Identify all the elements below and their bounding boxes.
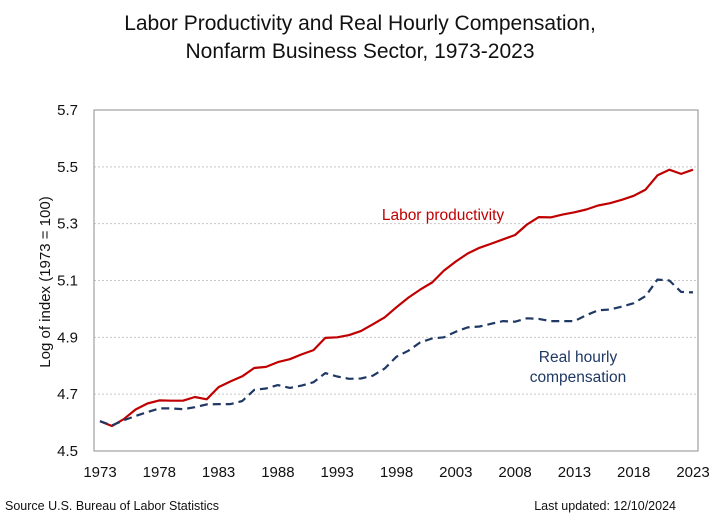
series-line-labor-productivity	[99, 168, 694, 428]
x-tick-label: 2013	[558, 464, 591, 481]
chart-subtitle: Nonfarm Business Sector, 1973-2023	[185, 40, 535, 63]
x-tick-label: 1983	[202, 464, 235, 481]
x-tick-label: 1998	[380, 464, 413, 481]
x-tick-label: 2008	[498, 464, 531, 481]
x-tick-label: 1973	[83, 464, 116, 481]
x-tick-label: 1978	[143, 464, 176, 481]
series-line-real-hourly-compensation	[99, 278, 694, 427]
x-tick-label: 2018	[617, 464, 650, 481]
y-tick-label: 4.9	[57, 329, 78, 346]
y-tick-label: 5.7	[57, 102, 78, 119]
plot-area-frame	[93, 109, 699, 452]
series-group	[99, 168, 694, 428]
x-tick-label: 2023	[676, 464, 709, 481]
annotation-labor-productivity: Labor productivity	[382, 207, 505, 224]
last-updated: Last updated: 12/10/2024	[534, 499, 676, 513]
x-axis-ticks: 1973 1978 1983 1988 1993 1998 2003 2008 2013 2018…	[83, 464, 709, 481]
y-axis-ticks: 4.5 4.7 4.9 5.1 5.3 5.5 5.7	[57, 102, 78, 460]
annotation-real-hourly: Real hourly	[539, 349, 618, 366]
y-tick-label: 5.5	[57, 159, 78, 176]
gridlines	[94, 166, 698, 395]
y-tick-label: 4.7	[57, 386, 78, 403]
x-tick-label: 1988	[261, 464, 294, 481]
y-axis-label: Log of index (1973 = 100)	[37, 196, 54, 367]
y-tick-label: 5.3	[57, 216, 78, 233]
source-note: Source U.S. Bureau of Labor Statistics	[5, 499, 219, 513]
y-tick-label: 5.1	[57, 273, 78, 290]
chart-title: Labor Productivity and Real Hourly Compe…	[124, 12, 596, 35]
x-tick-label: 1993	[321, 464, 354, 481]
y-tick-label: 4.5	[57, 443, 78, 460]
annotation-compensation: compensation	[530, 369, 627, 386]
x-tick-label: 2003	[439, 464, 472, 481]
